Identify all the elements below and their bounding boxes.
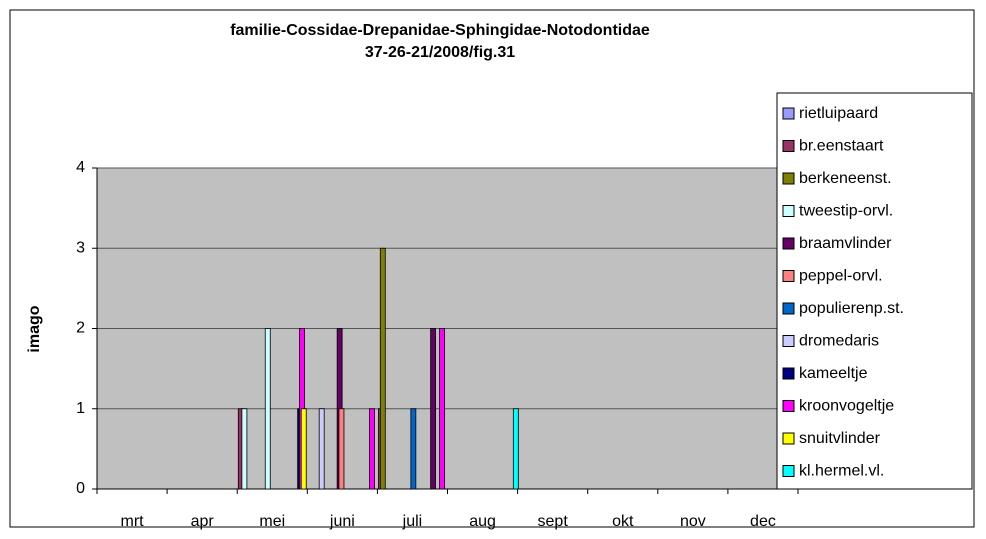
chart-title: familie-Cossidae-Drepanidae-Sphingidae-N… <box>230 22 650 39</box>
bar <box>512 408 519 490</box>
x-tick-label: apr <box>191 513 215 530</box>
y-tick-label: 2 <box>76 320 85 337</box>
x-tick-label: sept <box>538 513 569 530</box>
legend-label: kameeltje <box>799 365 868 382</box>
legend-swatch <box>782 140 795 152</box>
legend-label: peppel-orvl. <box>799 268 883 285</box>
x-tick-label: okt <box>612 513 634 530</box>
legend-swatch <box>782 172 795 185</box>
x-tick-label: juli <box>402 513 423 530</box>
bar <box>318 408 325 490</box>
y-tick-label: 4 <box>76 159 85 176</box>
bar <box>430 328 437 490</box>
legend-label: rietluipaard <box>799 105 878 122</box>
legend-swatch <box>782 205 795 217</box>
bar <box>300 408 307 490</box>
legend-swatch <box>782 465 795 477</box>
x-tick-label: nov <box>680 513 706 530</box>
legend-swatch <box>782 302 795 315</box>
y-tick-label: 3 <box>76 239 85 256</box>
x-tick-label: aug <box>469 513 496 530</box>
bar <box>369 408 375 490</box>
bar <box>379 247 386 490</box>
legend-label: snuitvlinder <box>799 430 881 447</box>
bar <box>241 408 248 490</box>
legend-box <box>776 92 973 490</box>
legend-swatch <box>782 107 795 120</box>
bar <box>264 328 271 490</box>
legend-label: tweestip-orvl. <box>799 203 893 220</box>
legend-swatch <box>782 237 795 250</box>
legend-swatch <box>782 367 795 380</box>
legend-label: kroonvogeltje <box>799 398 894 415</box>
legend-label: populierenp.st. <box>799 300 904 317</box>
x-tick-label: dec <box>750 513 776 530</box>
bar <box>338 408 345 490</box>
bar <box>410 408 417 490</box>
legend-label: kl.hermel.vl. <box>799 463 884 480</box>
legend-label: braamvlinder <box>799 235 892 252</box>
y-axis-label: imago <box>26 305 43 352</box>
y-tick-label: 1 <box>76 400 85 417</box>
y-tick-label: 0 <box>76 480 85 497</box>
x-tick-label: mei <box>259 513 285 530</box>
bar <box>439 328 446 490</box>
legend-swatch <box>782 400 795 412</box>
legend-swatch <box>782 270 795 282</box>
x-tick-label: mrt <box>120 513 144 530</box>
legend-swatch <box>782 335 795 347</box>
legend-label: br.eenstaart <box>799 138 884 155</box>
legend-swatch <box>782 432 795 445</box>
x-tick-label: juni <box>329 513 355 530</box>
legend-label: dromedaris <box>799 333 879 350</box>
legend-label: berkeneenst. <box>799 170 892 187</box>
chart-subtitle: 37-26-21/2008/fig.31 <box>365 44 515 61</box>
